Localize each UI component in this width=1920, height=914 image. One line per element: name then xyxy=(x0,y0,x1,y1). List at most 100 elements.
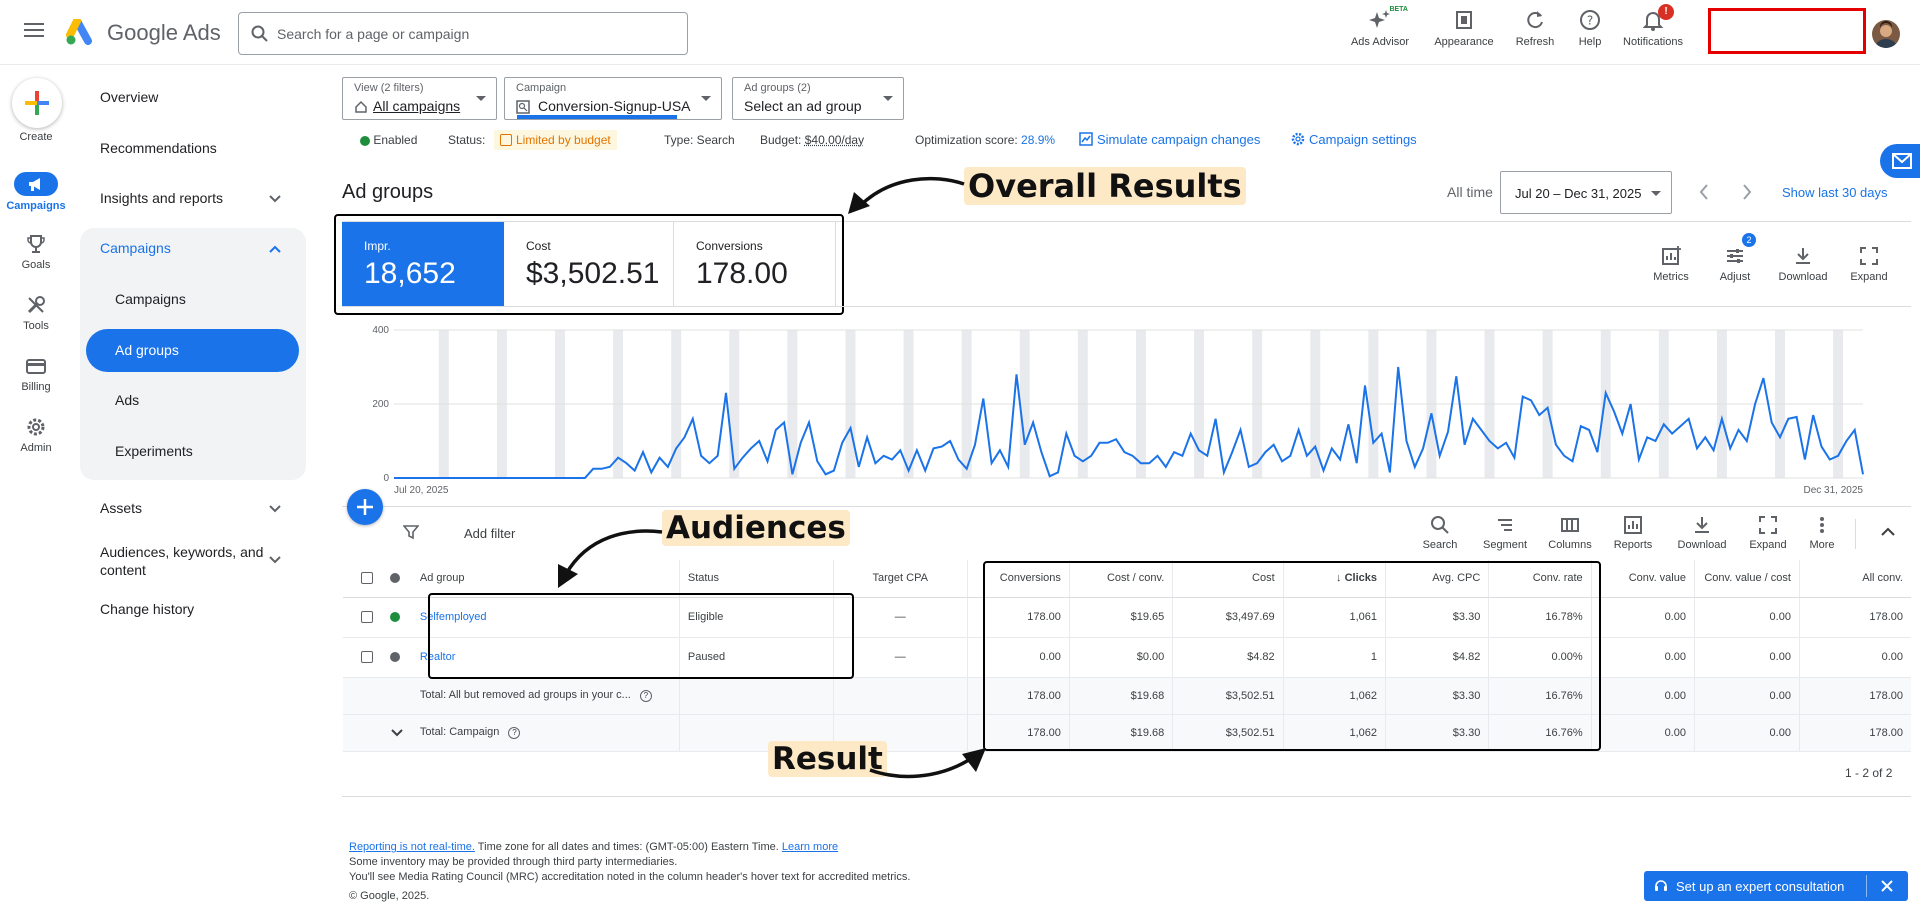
metric-card-cost[interactable]: Cost $3,502.51 xyxy=(504,222,674,306)
menu-icon[interactable] xyxy=(24,22,48,42)
ads-advisor-button[interactable]: BETA Ads Advisor xyxy=(1344,6,1416,48)
collapse-chevron-up-icon[interactable] xyxy=(1880,526,1896,538)
campaign-settings-link[interactable]: Campaign settings xyxy=(1291,132,1417,147)
col-ad-group[interactable]: Ad group xyxy=(411,560,680,598)
metric-card-conversions[interactable]: Conversions 178.00 xyxy=(674,222,836,306)
help-icon[interactable]: ? xyxy=(639,689,652,702)
notifications-button[interactable]: ! Notifications xyxy=(1618,4,1688,48)
performance-chart: 400 200 0 Jul 20, 2025 Dec 31, 2025 xyxy=(372,325,1864,496)
ad-group-name-link[interactable]: Selfemployed xyxy=(411,597,680,638)
prev-period-icon[interactable] xyxy=(1697,182,1711,202)
divider xyxy=(342,221,1911,222)
total-all-conv: 178.00 xyxy=(1799,714,1911,752)
view-filter-dropdown[interactable]: View (2 filters) All campaigns xyxy=(342,77,497,120)
add-ad-group-button[interactable] xyxy=(347,489,383,525)
table-download-button[interactable]: Download xyxy=(1674,515,1730,551)
col-cost[interactable]: Cost xyxy=(1172,560,1284,598)
campaign-dropdown[interactable]: Campaign Conversion-Signup-USA xyxy=(504,77,722,120)
ad-groups-dropdown[interactable]: Ad groups (2) Select an ad group xyxy=(732,77,904,120)
limited-budget-badge[interactable]: Limited by budget xyxy=(494,130,617,150)
chevron-down-icon[interactable] xyxy=(268,555,282,565)
refresh-button[interactable]: Refresh xyxy=(1510,8,1560,48)
next-period-icon[interactable] xyxy=(1740,182,1754,202)
col-target-cpa[interactable]: Target CPA xyxy=(833,560,968,598)
learn-more-link[interactable]: Learn more xyxy=(781,841,839,853)
help-button[interactable]: ? Help xyxy=(1568,8,1612,48)
chart-download-button[interactable]: Download xyxy=(1775,245,1831,283)
appearance-button[interactable]: Appearance xyxy=(1424,8,1504,48)
y-tick-label: 0 xyxy=(383,473,389,484)
col-conv-value[interactable]: Conv. value xyxy=(1591,560,1695,598)
total-avg-cpc: $3.30 xyxy=(1385,677,1490,715)
adjust-button[interactable]: 2 Adjust xyxy=(1712,233,1758,283)
total-row-campaign: Total: Campaign ? 178.00 $19.68 $3,502.5… xyxy=(343,714,1911,752)
table-search-button[interactable]: Search xyxy=(1420,515,1460,551)
col-avg-cpc[interactable]: Avg. CPC xyxy=(1385,560,1490,598)
row-checkbox[interactable] xyxy=(343,597,382,638)
budget-value[interactable]: $40.00/day xyxy=(804,133,865,147)
add-filter-button[interactable]: Add filter xyxy=(464,526,516,541)
select-all-checkbox[interactable] xyxy=(343,560,382,598)
date-range-picker[interactable]: Jul 20 – Dec 31, 2025 xyxy=(1500,171,1672,214)
help-icon[interactable]: ? xyxy=(508,726,521,739)
col-status[interactable]: Status xyxy=(679,560,834,598)
redacted-account-box[interactable] xyxy=(1708,8,1866,54)
campaign-settings-text: Campaign settings xyxy=(1309,132,1417,147)
columns-button[interactable]: Columns xyxy=(1545,515,1595,551)
chevron-down-icon[interactable] xyxy=(268,504,282,514)
create-button[interactable] xyxy=(12,78,62,128)
close-icon[interactable] xyxy=(1880,879,1894,893)
avatar[interactable] xyxy=(1872,20,1900,48)
nav-insights[interactable]: Insights and reports xyxy=(100,190,223,206)
metric-value: $3,502.51 xyxy=(526,257,660,290)
rail-billing[interactable]: Billing xyxy=(0,355,72,393)
nav-experiments[interactable]: Experiments xyxy=(115,443,193,459)
expert-consultation-bar[interactable]: Set up an expert consultation xyxy=(1644,871,1908,901)
metric-value: 18,652 xyxy=(364,257,456,290)
col-conv-rate[interactable]: Conv. rate xyxy=(1488,560,1592,598)
col-conv-value-cost[interactable]: Conv. value / cost xyxy=(1694,560,1800,598)
rail-campaigns[interactable]: Campaigns xyxy=(0,172,72,212)
more-button[interactable]: More xyxy=(1804,515,1840,551)
appearance-icon xyxy=(1456,11,1472,29)
nav-overview[interactable]: Overview xyxy=(100,89,159,105)
chevron-down-icon[interactable] xyxy=(268,194,282,204)
rail-goals[interactable]: Goals xyxy=(0,233,72,271)
nav-change-history[interactable]: Change history xyxy=(100,601,195,617)
nav-ads[interactable]: Ads xyxy=(115,392,140,408)
nav-recommendations[interactable]: Recommendations xyxy=(100,140,217,156)
chart-expand-button[interactable]: Expand xyxy=(1847,245,1891,283)
simulate-link[interactable]: Simulate campaign changes xyxy=(1079,132,1260,147)
reporting-link[interactable]: Reporting is not real-time. xyxy=(349,841,475,853)
col-cost-per-conv[interactable]: Cost / conv. xyxy=(1069,560,1174,598)
nav-ad-groups[interactable]: Ad groups xyxy=(115,342,179,358)
col-all-conv[interactable]: All conv. xyxy=(1799,560,1911,598)
table-expand-button[interactable]: Expand xyxy=(1746,515,1790,551)
expand-chevron-down-icon[interactable] xyxy=(381,714,412,752)
optimization-score[interactable]: Optimization score: 28.9% xyxy=(915,133,1055,147)
feedback-tab[interactable] xyxy=(1880,144,1920,178)
google-ads-logo-icon[interactable] xyxy=(66,19,98,45)
metric-card-impressions[interactable]: Impr. 18,652 xyxy=(342,222,504,306)
rail-tools[interactable]: Tools xyxy=(0,294,72,332)
nav-assets[interactable]: Assets xyxy=(100,500,143,516)
expand-icon xyxy=(1759,516,1777,534)
filter-icon[interactable] xyxy=(403,524,419,540)
adjust-badge: 2 xyxy=(1742,233,1756,247)
metrics-button[interactable]: Metrics xyxy=(1648,245,1694,283)
ad-group-name-link[interactable]: Realtor xyxy=(411,637,680,678)
table-row[interactable]: Selfemployed Eligible — 178.00 $19.65 $3… xyxy=(343,597,1911,638)
nav-campaigns-group[interactable]: Campaigns xyxy=(100,240,171,256)
row-checkbox[interactable] xyxy=(343,637,382,678)
chevron-up-icon[interactable] xyxy=(268,244,282,254)
reports-button[interactable]: Reports xyxy=(1610,515,1656,551)
cell-target-cpa: — xyxy=(833,637,968,678)
col-clicks[interactable]: ↓ Clicks xyxy=(1283,560,1387,598)
segment-button[interactable]: Segment xyxy=(1479,515,1531,551)
nav-campaigns[interactable]: Campaigns xyxy=(115,291,186,307)
plus-icon xyxy=(25,91,49,115)
nav-audiences[interactable]: Audiences, keywords, and content xyxy=(100,544,264,578)
rail-admin[interactable]: Admin xyxy=(0,416,72,454)
show-last-30-days-link[interactable]: Show last 30 days xyxy=(1782,185,1888,200)
search-input[interactable]: Search for a page or campaign xyxy=(238,12,688,55)
